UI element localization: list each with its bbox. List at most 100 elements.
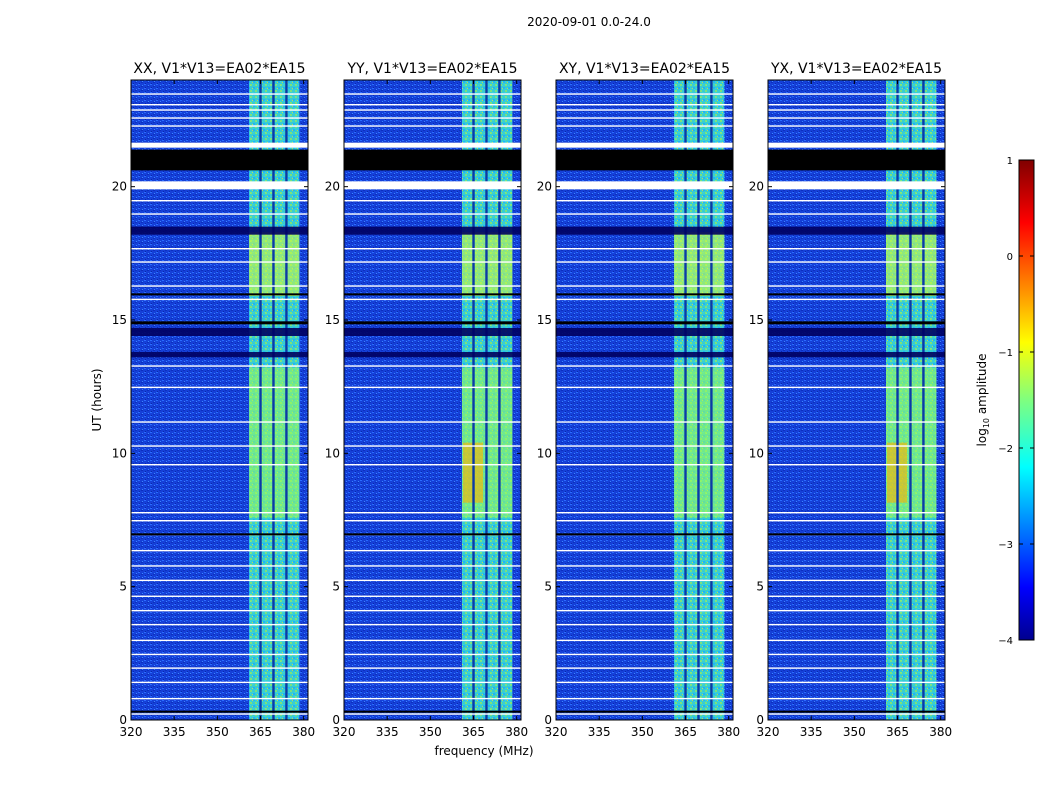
- time-gap: [556, 565, 733, 567]
- time-gap: [768, 117, 945, 119]
- time-gap: [556, 261, 733, 263]
- x-tick-label: 335: [800, 725, 823, 739]
- y-tick-label: 20: [325, 180, 340, 194]
- y-tick-label: 15: [749, 313, 764, 327]
- time-gap: [556, 386, 733, 389]
- time-gap: [344, 609, 521, 612]
- time-gap: [344, 386, 521, 389]
- time-gap: [344, 200, 521, 202]
- time-gap: [131, 213, 308, 215]
- x-tick-label: 365: [249, 725, 272, 739]
- time-gap: [131, 464, 308, 466]
- time-gap: [131, 261, 308, 263]
- panel-2: YY, V1*V13=EA02*EA15 320 335 350 365 380 0 5 10 1…: [325, 61, 528, 739]
- y-tick-label: 5: [544, 580, 552, 594]
- time-gap: [768, 713, 945, 715]
- time-gap: [768, 365, 945, 367]
- time-gap: [131, 109, 308, 111]
- time-gap: [768, 181, 945, 190]
- x-tick-label: 365: [462, 725, 485, 739]
- panel-title: YX, V1*V13=EA02*EA15: [770, 61, 942, 77]
- time-gap: [556, 653, 733, 656]
- x-tick-label: 365: [674, 725, 697, 739]
- time-gap: [556, 200, 733, 202]
- dark-line: [344, 321, 521, 325]
- colorbar-label: log10 amplitude: [975, 354, 991, 447]
- panel-frame: [555, 79, 734, 721]
- time-gap: [768, 579, 945, 582]
- time-gap: [344, 421, 521, 423]
- time-gap: [131, 285, 308, 287]
- time-gap: [131, 93, 308, 95]
- x-tick-label: 335: [588, 725, 611, 739]
- x-tick-label: 335: [163, 725, 186, 739]
- time-gap: [768, 697, 945, 700]
- time-gap: [131, 653, 308, 656]
- x-tick-label: 350: [631, 725, 654, 739]
- time-gap: [768, 623, 945, 626]
- time-gap: [131, 565, 308, 567]
- channel-divider: [498, 80, 501, 720]
- time-gap: [344, 549, 521, 552]
- time-gap: [131, 697, 308, 700]
- time-gap: [131, 445, 308, 447]
- dark-line: [556, 710, 733, 713]
- time-gap: [131, 639, 308, 642]
- dark-band: [768, 226, 945, 235]
- time-gap: [556, 681, 733, 684]
- dark-line: [344, 710, 521, 713]
- time-gap: [556, 512, 733, 514]
- x-tick-label: 380: [505, 725, 528, 739]
- channel-divider: [285, 80, 288, 720]
- dark-band: [556, 328, 733, 336]
- y-tick-label: 15: [537, 313, 552, 327]
- time-gap: [131, 549, 308, 552]
- dark-line: [344, 533, 521, 536]
- time-gap: [344, 713, 521, 715]
- y-axis-label: UT (hours): [90, 368, 104, 431]
- time-gap: [768, 609, 945, 612]
- x-tick-label: 380: [717, 725, 740, 739]
- dark-line: [131, 533, 308, 536]
- time-gap: [556, 609, 733, 612]
- time-gap: [344, 653, 521, 656]
- time-gap: [768, 248, 945, 250]
- flagged-block: [344, 149, 521, 171]
- time-gap: [768, 213, 945, 215]
- x-tick-label: 335: [376, 725, 399, 739]
- dark-band: [556, 226, 733, 235]
- channel-divider: [896, 80, 899, 720]
- time-gap: [344, 213, 521, 215]
- time-gap: [556, 697, 733, 700]
- panel-3: XY, V1*V13=EA02*EA15 320 335 350 365 380 0 5 10 1…: [537, 61, 740, 739]
- time-gap: [556, 623, 733, 626]
- time-gap: [131, 595, 308, 597]
- time-gap: [344, 365, 521, 367]
- time-gap: [556, 713, 733, 715]
- y-tick-label: 10: [112, 446, 127, 460]
- dark-band: [768, 328, 945, 336]
- time-gap: [344, 512, 521, 514]
- time-gap: [131, 421, 308, 423]
- time-gap: [556, 298, 733, 301]
- time-gap: [344, 285, 521, 287]
- dark-line: [344, 293, 521, 296]
- time-gap: [344, 623, 521, 626]
- channel-divider: [485, 80, 488, 720]
- panel-frame: [130, 79, 309, 721]
- time-gap: [556, 365, 733, 367]
- colorbar-tick-label: −2: [998, 444, 1013, 455]
- panels: XX, V1*V13=EA02*EA15 320 335 350 365 380 0 5 10 1…: [112, 61, 952, 739]
- panel-frame: [767, 79, 946, 721]
- time-gap: [556, 579, 733, 582]
- time-gap: [344, 464, 521, 466]
- dark-band: [768, 352, 945, 358]
- time-gap: [556, 142, 733, 148]
- flagged-block: [556, 149, 733, 171]
- time-gap: [768, 464, 945, 466]
- time-gap: [131, 681, 308, 684]
- x-tick-label: 320: [333, 725, 356, 739]
- channel-divider: [710, 80, 713, 720]
- figure-title: 2020-09-01 0.0-24.0: [527, 15, 651, 29]
- time-gap: [768, 421, 945, 423]
